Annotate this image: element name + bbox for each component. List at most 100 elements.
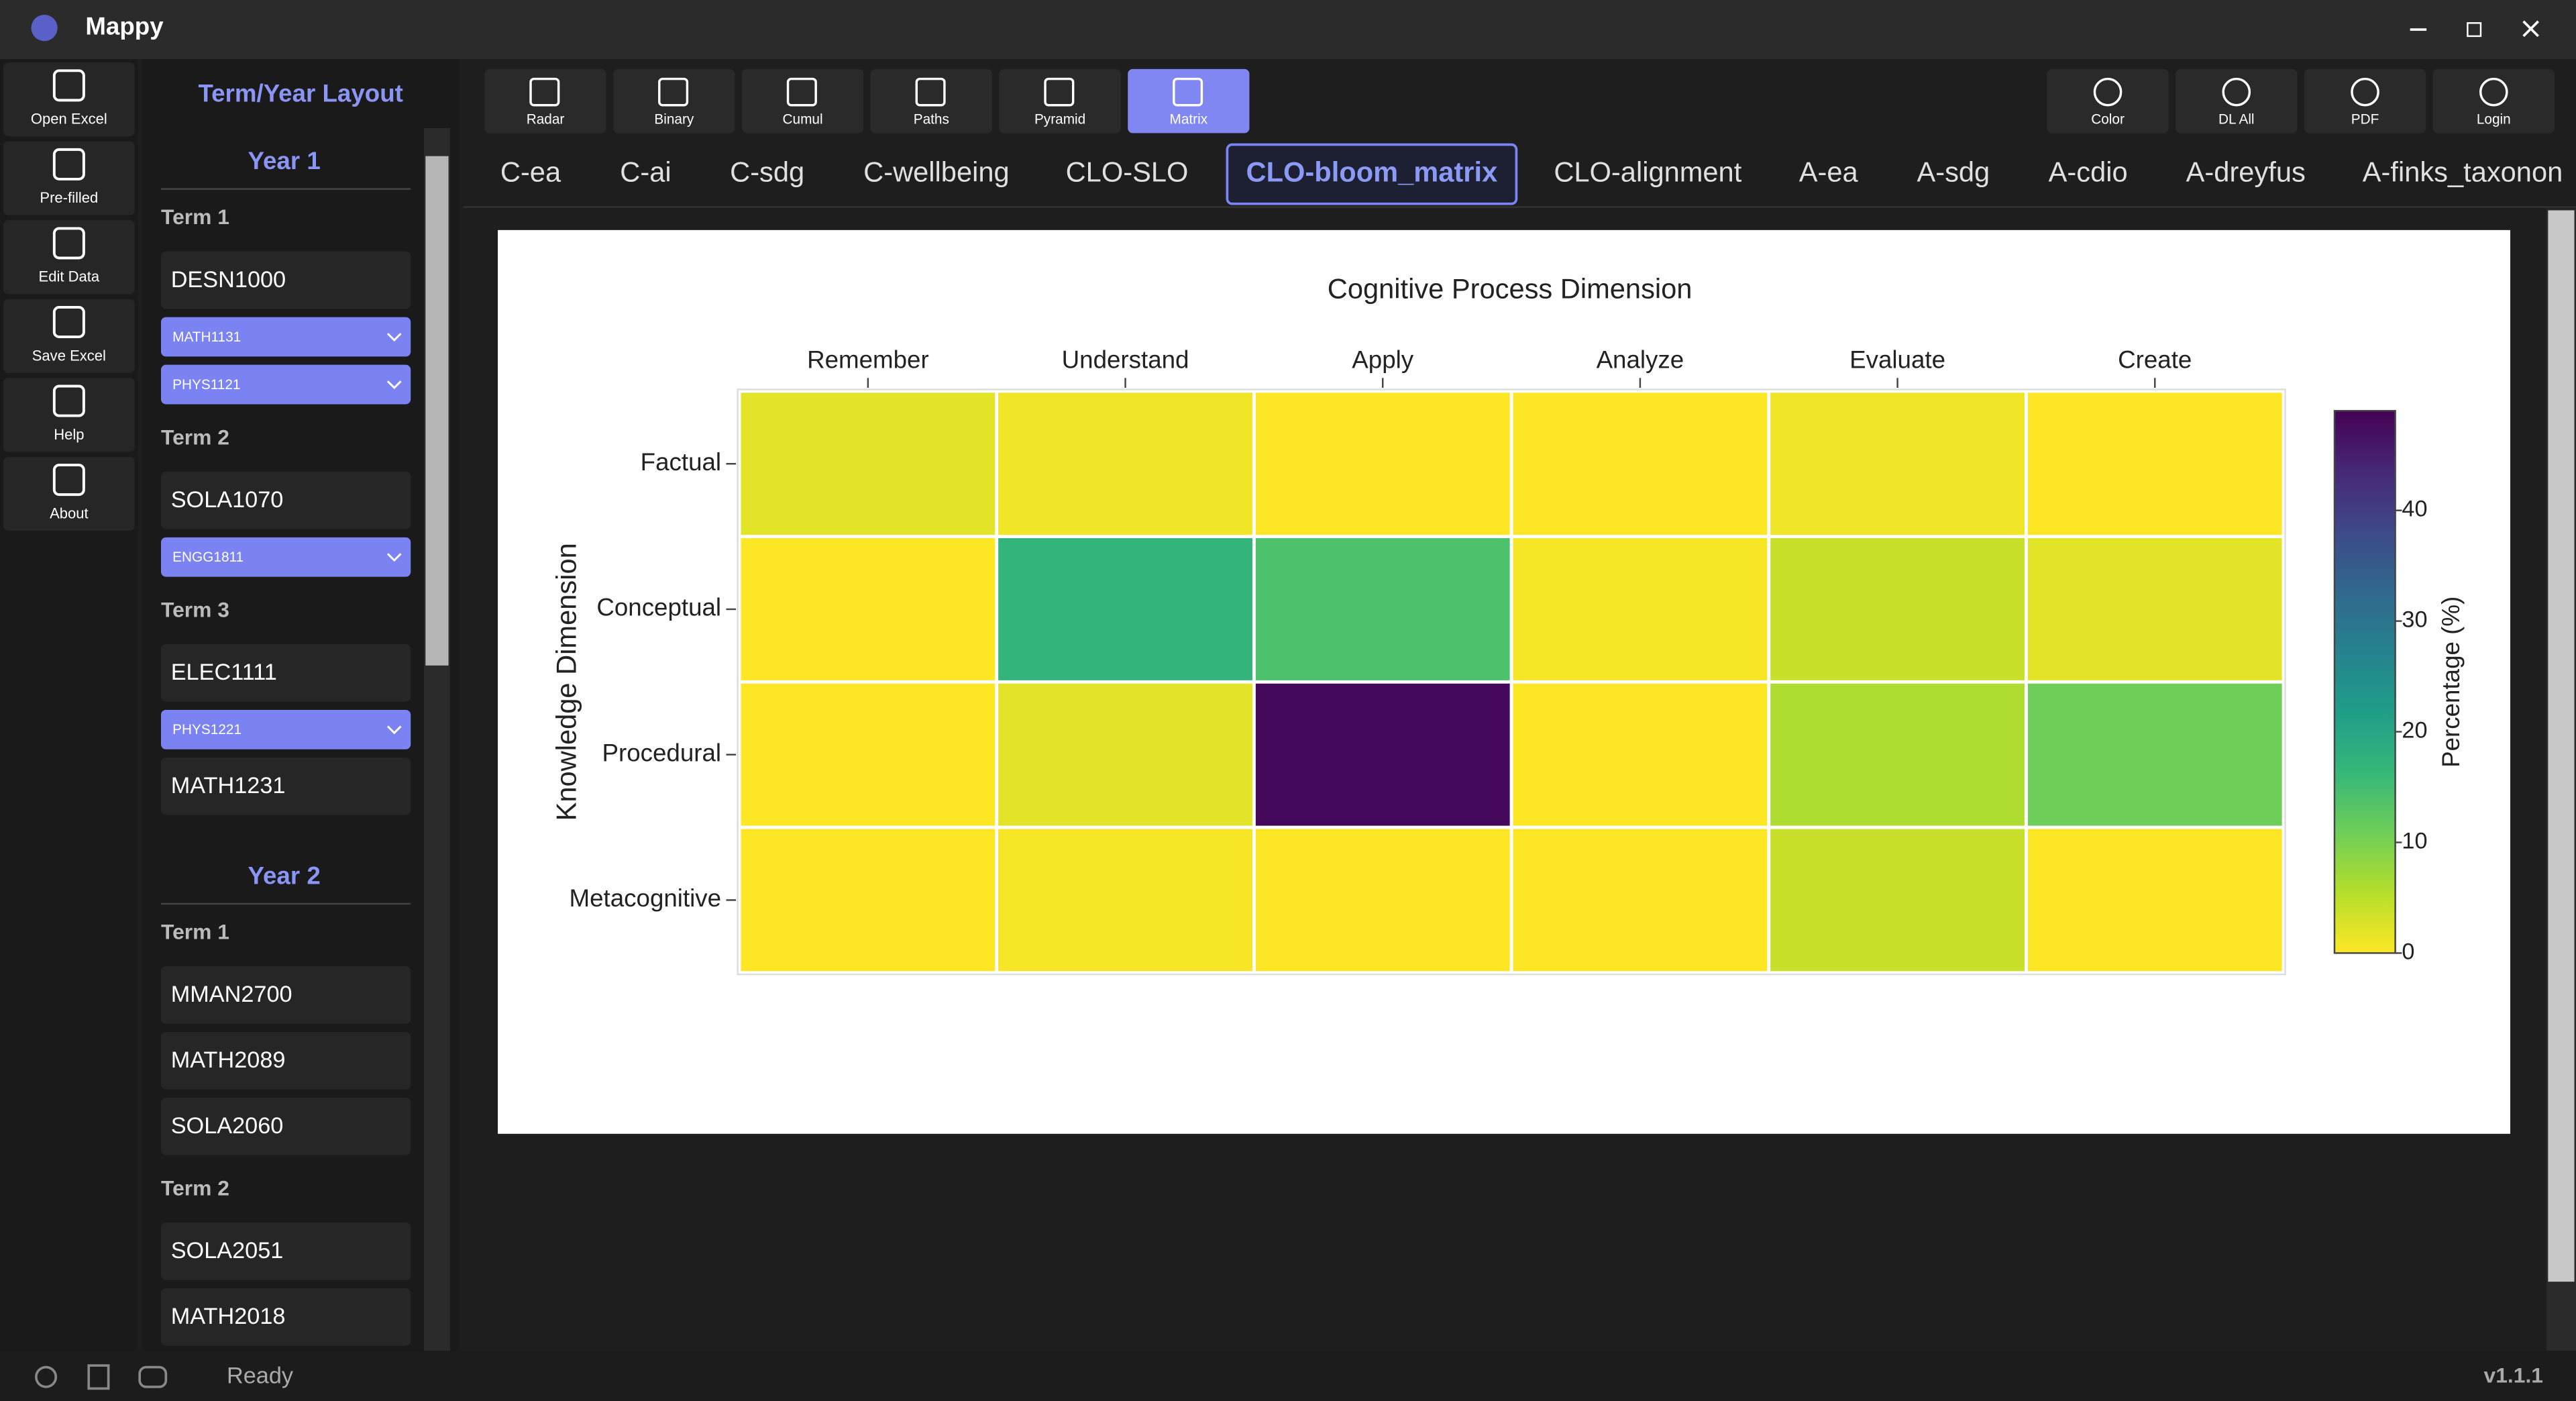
course-box[interactable] bbox=[161, 1223, 411, 1280]
course-dropdown[interactable] bbox=[161, 317, 411, 357]
rail-label: Save Excel bbox=[32, 347, 106, 364]
term-title: Term 3 bbox=[161, 597, 229, 621]
x-tick-label: Evaluate bbox=[1849, 346, 1945, 373]
course-code: DESN1000 bbox=[171, 267, 286, 293]
heatmap-cell bbox=[998, 538, 1252, 680]
toolbar-button[interactable] bbox=[613, 68, 735, 134]
tab[interactable]: C-ai bbox=[620, 156, 671, 188]
colorbar-tick-label: 10 bbox=[2402, 829, 2427, 854]
course-code: ELEC1111 bbox=[171, 660, 277, 685]
heatmap-cell bbox=[1770, 829, 2025, 972]
version: v1.1.1 bbox=[2484, 1363, 2544, 1388]
tab[interactable]: A-finks_taxonon bbox=[2363, 156, 2563, 188]
toolbar-icon bbox=[2222, 77, 2251, 107]
toolbar-button[interactable] bbox=[484, 68, 606, 134]
panel-scroll-thumb[interactable] bbox=[425, 156, 449, 666]
heatmap-cell bbox=[741, 393, 996, 535]
chart-canvas bbox=[498, 229, 2511, 1134]
course-dropdown[interactable] bbox=[161, 537, 411, 577]
panel-content: Year 1 Term 1 DESN1000 MATH1131 PHYS1121 Term… bbox=[161, 147, 411, 1346]
heatmap-cell bbox=[1770, 393, 2025, 535]
course-code: SOLA2051 bbox=[171, 1238, 284, 1263]
toolbar-button[interactable] bbox=[1128, 68, 1250, 134]
y-tick-label: Factual bbox=[641, 448, 721, 476]
main-scroll-thumb[interactable] bbox=[2548, 210, 2575, 1282]
rail-label: About bbox=[50, 505, 89, 521]
course-box[interactable] bbox=[161, 757, 411, 815]
toolbar-icon bbox=[2093, 77, 2123, 107]
toolbar-button[interactable] bbox=[2047, 68, 2169, 134]
rail-icon bbox=[52, 306, 85, 339]
y-tick-label: Metacognitive bbox=[570, 884, 722, 912]
toolbar-button[interactable] bbox=[870, 68, 992, 134]
tab[interactable]: C-wellbeing bbox=[863, 156, 1009, 188]
colorbar-tick-label: 20 bbox=[2402, 718, 2427, 743]
toolbar-label: Matrix bbox=[1170, 111, 1208, 127]
colorbar-tick-label: 30 bbox=[2402, 607, 2427, 633]
rail-label: Open Excel bbox=[31, 111, 107, 127]
year-title: Year 1 bbox=[248, 147, 321, 174]
plot-frame bbox=[737, 388, 2286, 976]
term-title: Term 2 bbox=[161, 1176, 229, 1200]
course-dropdown[interactable] bbox=[161, 364, 411, 405]
heatmap-cell bbox=[741, 829, 996, 972]
close[interactable] bbox=[2522, 20, 2539, 38]
course-code: SOLA2060 bbox=[171, 1113, 284, 1139]
tab[interactable]: A-cdio bbox=[2049, 156, 2128, 188]
course-box[interactable] bbox=[161, 471, 411, 529]
heatmap-cell bbox=[1255, 683, 1510, 826]
toolbar-label: Login bbox=[2477, 111, 2511, 127]
tab[interactable]: A-sdg bbox=[1917, 156, 1990, 188]
tab[interactable]: C-sdg bbox=[730, 156, 804, 188]
toolbar-icon bbox=[2351, 77, 2379, 107]
heatmap-cell bbox=[998, 683, 1252, 826]
dropdown-arrow bbox=[386, 380, 402, 390]
dropdown-value: PHYS1221 bbox=[172, 722, 241, 737]
course-box[interactable] bbox=[161, 251, 411, 309]
toolbar-label: Pyramid bbox=[1034, 111, 1085, 127]
course-box[interactable] bbox=[161, 1288, 411, 1346]
heatmap-cell bbox=[1255, 829, 1510, 972]
heatmap-cell bbox=[2027, 683, 2282, 826]
dropdown-value: PHYS1121 bbox=[172, 377, 240, 393]
toolbar-button[interactable] bbox=[999, 68, 1121, 134]
course-box[interactable] bbox=[161, 1097, 411, 1155]
colorbar bbox=[2333, 410, 2396, 954]
tab[interactable]: A-dreyfus bbox=[2186, 156, 2306, 188]
term-title: Term 1 bbox=[161, 205, 229, 229]
tab[interactable]: CLO-alignment bbox=[1554, 156, 1741, 188]
term-title: Term 1 bbox=[161, 919, 229, 943]
course-box[interactable] bbox=[161, 644, 411, 702]
toolbar-label: Binary bbox=[654, 111, 694, 127]
course-dropdown[interactable] bbox=[161, 709, 411, 749]
year-title: Year 2 bbox=[248, 862, 321, 889]
toolbar-button[interactable] bbox=[2176, 68, 2298, 134]
tab[interactable]: CLO-bloom_matrix bbox=[1246, 156, 1498, 188]
toolbar-label: Color bbox=[2091, 111, 2125, 127]
toolbar-icon bbox=[1044, 77, 1075, 107]
heatmap-cell bbox=[1255, 538, 1510, 680]
tab[interactable]: A-ea bbox=[1799, 156, 1859, 188]
maximize[interactable] bbox=[2467, 22, 2482, 38]
toolbar-icon bbox=[1173, 77, 1203, 107]
tab[interactable]: CLO-SLO bbox=[1066, 156, 1189, 188]
rail-label: Edit Data bbox=[39, 268, 100, 285]
colorbar-tick-label: 0 bbox=[2402, 939, 2414, 964]
active-tab[interactable] bbox=[1226, 143, 1518, 205]
settings-icon[interactable] bbox=[35, 1365, 58, 1388]
toolbar-button[interactable] bbox=[2432, 68, 2555, 134]
y-tick-label: Conceptual bbox=[596, 594, 721, 621]
x-tick-label: Create bbox=[2118, 346, 2192, 373]
toolbar-button[interactable] bbox=[2304, 68, 2426, 134]
console-icon[interactable] bbox=[138, 1365, 168, 1388]
course-box[interactable] bbox=[161, 1031, 411, 1090]
toolbar-button[interactable] bbox=[741, 68, 864, 134]
heatmap-cell bbox=[741, 683, 996, 826]
toolbar-label: Cumul bbox=[783, 111, 823, 127]
tab[interactable]: C-ea bbox=[500, 156, 561, 188]
dropdown-value: ENGG1811 bbox=[172, 550, 244, 565]
course-box[interactable] bbox=[161, 966, 411, 1024]
log-icon[interactable] bbox=[87, 1364, 110, 1390]
toolbar-label: Radar bbox=[527, 111, 565, 127]
dropdown-arrow bbox=[386, 333, 402, 342]
